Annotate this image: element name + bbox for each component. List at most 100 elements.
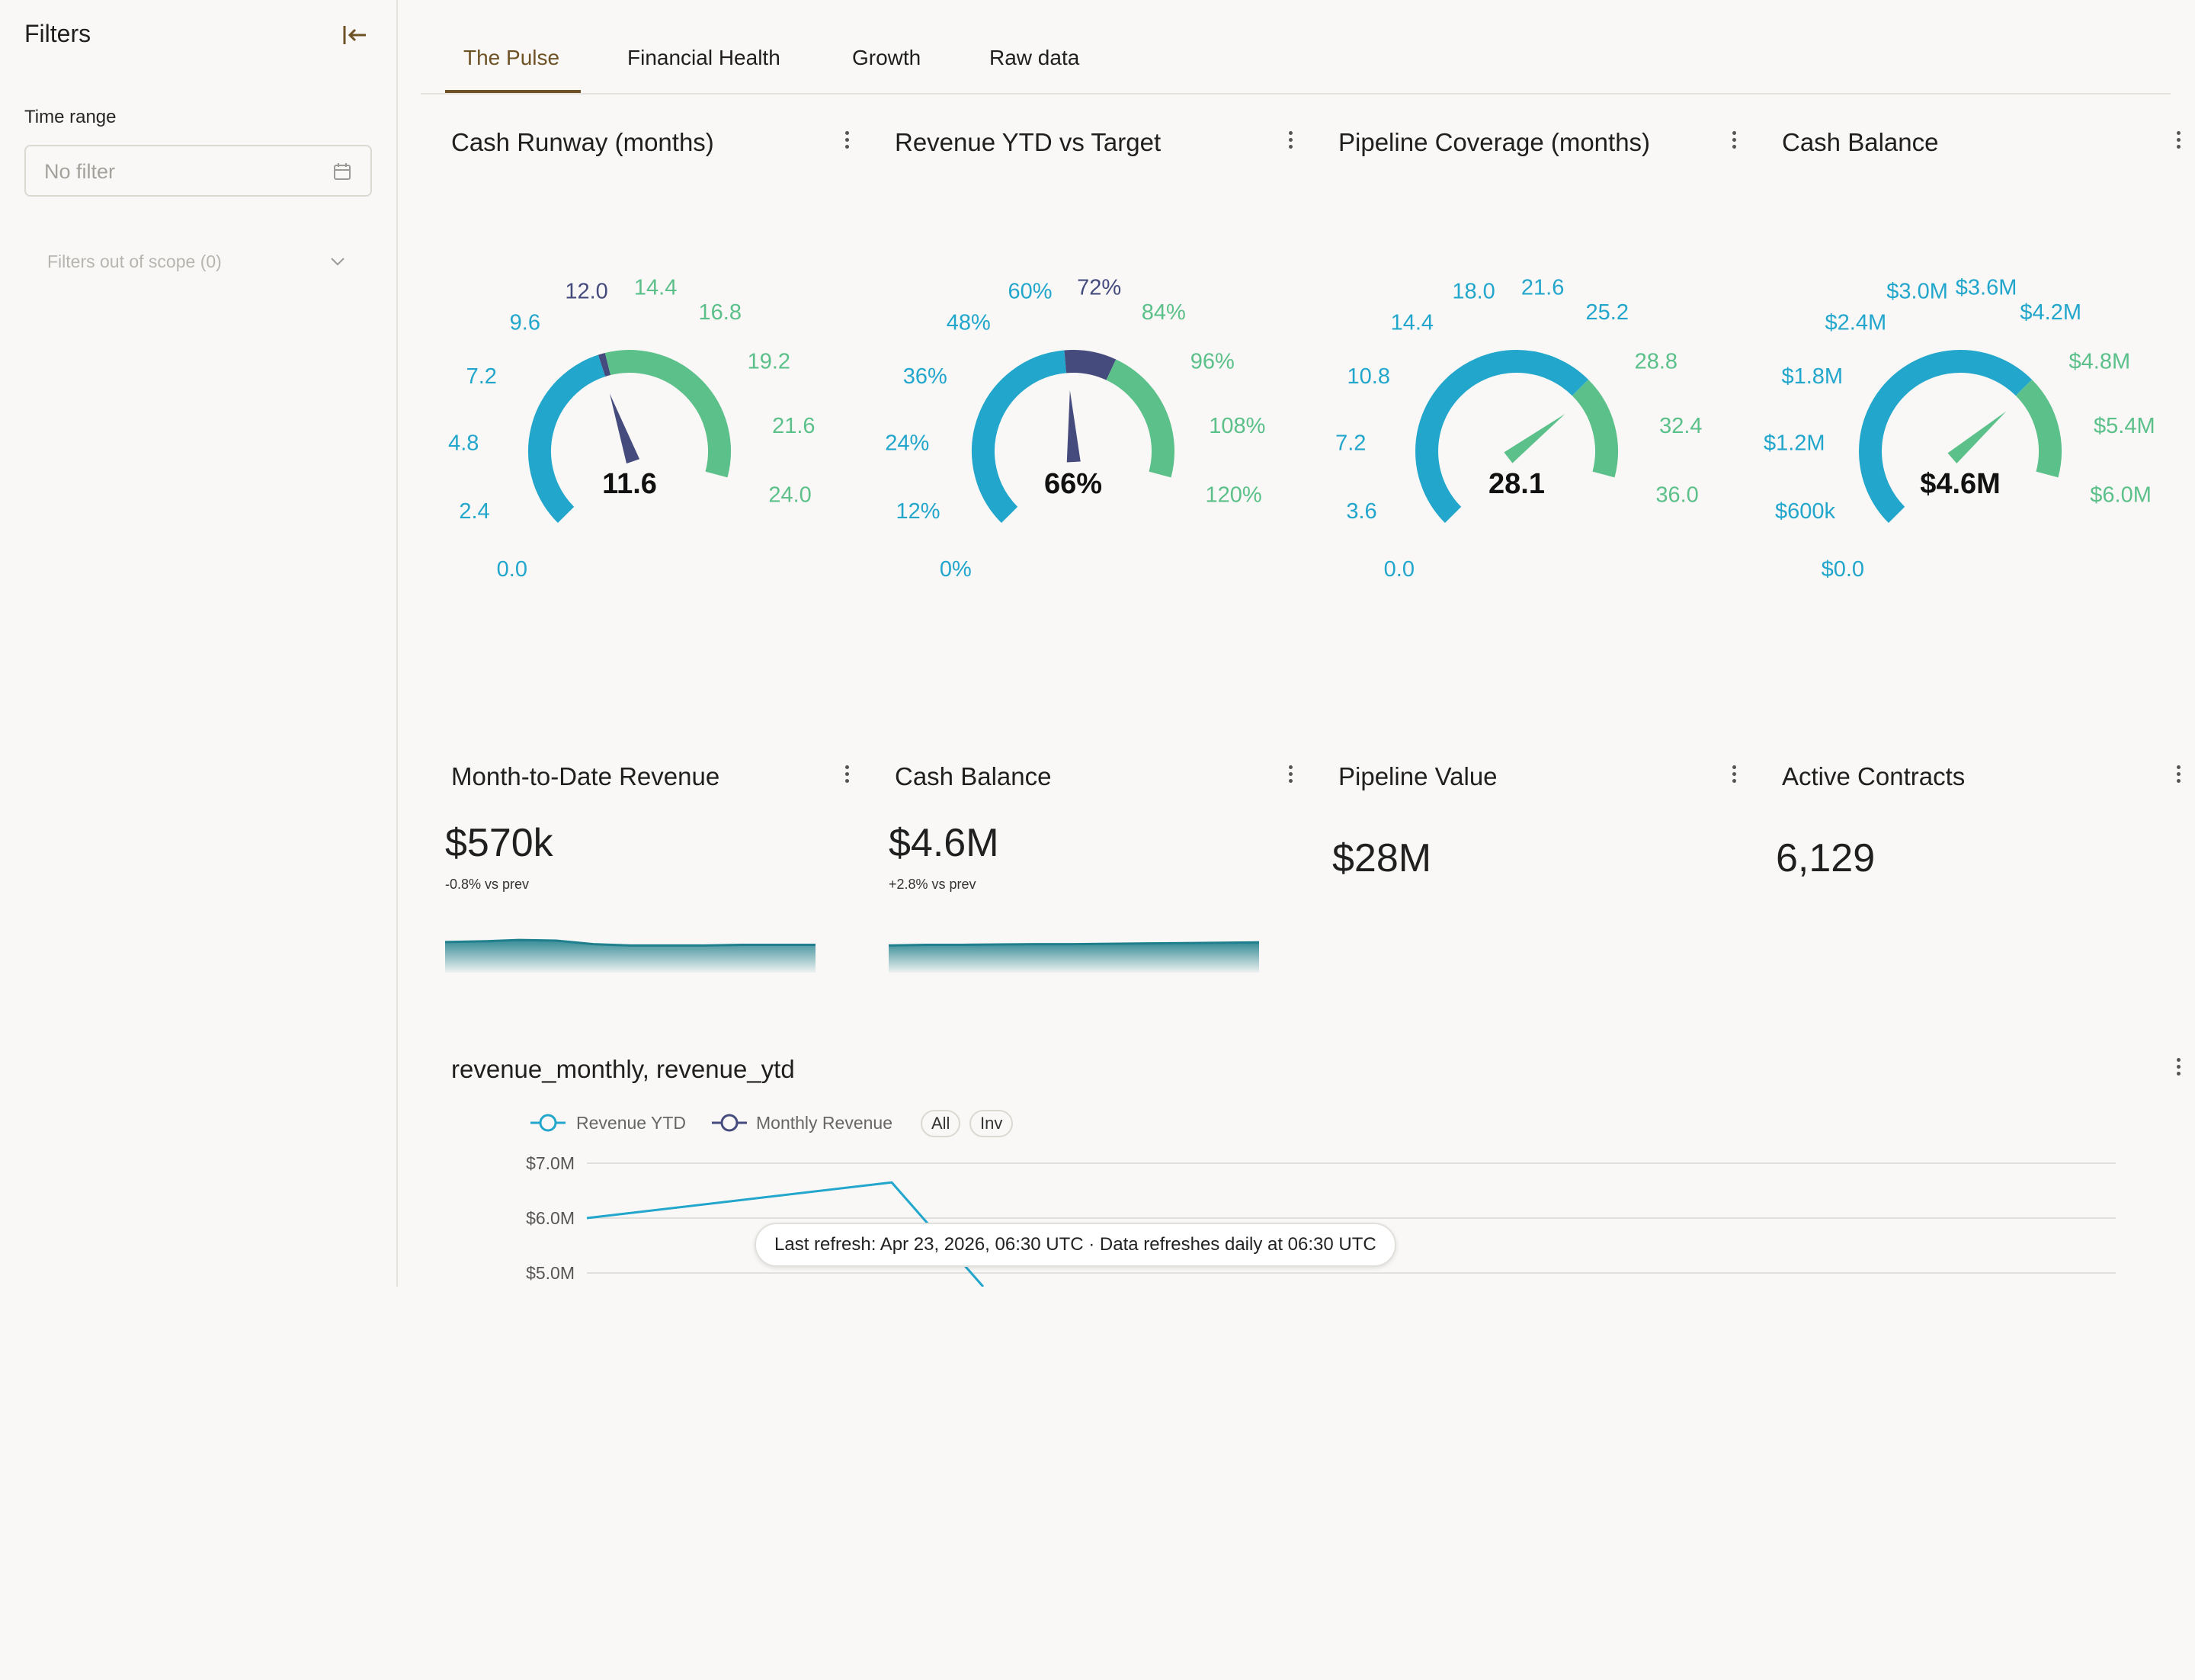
filters-title: Filters (24, 20, 91, 47)
gauge-tick-label: 48% (947, 311, 991, 335)
gauge-tick-label: 3.6 (1346, 499, 1376, 524)
gauge-band (1106, 359, 1174, 478)
legend-inv-button[interactable]: Inv (969, 1110, 1014, 1137)
sparkline-line (889, 941, 1259, 947)
card-menu-icon[interactable] (1283, 128, 1298, 159)
gauge-title-pipeline-coverage: Pipeline Coverage (months) (1338, 128, 1651, 156)
card-menu-icon[interactable] (839, 762, 854, 793)
time-range-placeholder: No filter (44, 160, 116, 183)
gauge-value: 28.1 (1488, 468, 1545, 500)
gauge-tick-label: 72% (1077, 276, 1121, 300)
gauge-tick-label: $1.2M (1764, 431, 1825, 456)
gauge-band (972, 350, 1067, 524)
tab-raw-data[interactable]: Raw data (989, 46, 1080, 69)
gauge-title-cash-runway: Cash Runway (months) (451, 128, 714, 156)
gauge-tick-label: 9.6 (510, 311, 540, 335)
gauge-tick-label: $1.8M (1781, 364, 1843, 389)
card-menu-icon[interactable] (839, 128, 854, 159)
legend-revenue-ytd[interactable]: Revenue YTD (576, 1113, 687, 1133)
calendar-icon (332, 162, 352, 181)
gauge-pipeline-coverage: 0.0 3.6 7.2 10.8 14.4 18.0 21.6 25.228.8 32.4 36.… (1335, 276, 1702, 582)
gauge-tick-label: 19.2 (748, 349, 790, 374)
card-menu-icon[interactable] (1726, 128, 1742, 159)
tab-financial-health[interactable]: Financial Health (627, 46, 780, 69)
gauge-tick-label: $0.0 (1822, 557, 1864, 582)
gauge-tick-label: 14.4 (1391, 311, 1434, 335)
gauge-tick-label: 36% (903, 364, 947, 389)
gauge-band (598, 352, 611, 377)
legend-monthly-revenue[interactable]: Monthly Revenue (756, 1113, 892, 1133)
gauge-tick-label: $4.8M (2069, 349, 2131, 374)
gauge-band (604, 350, 731, 478)
gauge-tick-label: 2.4 (459, 499, 489, 524)
sparkline-area (445, 940, 816, 973)
chevron-down-icon[interactable] (328, 252, 348, 271)
time-range-input[interactable]: No filter (24, 145, 372, 197)
gauge-band (2015, 379, 2062, 478)
gauge-tick-label: $2.4M (1825, 311, 1887, 335)
filters-sidebar: Filters Time range No filter Filters out… (0, 0, 398, 1287)
gauge-tick-label: $6.0M (2090, 483, 2152, 507)
sparkline-cash-balance (889, 941, 1259, 973)
gauge-tick-label: 25.2 (1586, 300, 1629, 325)
gauge-revenue-ytd: 0% 12% 24% 36% 48% 60% 72% 84%96% 108% 120% 66% (885, 276, 1265, 582)
gauge-tick-label: 7.2 (466, 364, 497, 389)
gauge-tick-label: 60% (1008, 279, 1053, 303)
gauge-tick-label: 96% (1190, 349, 1235, 374)
gauge-tick-label: 0.0 (1384, 557, 1415, 582)
active-tab-indicator (445, 90, 581, 93)
gauge-value: $4.6M (1920, 468, 2001, 500)
gauge-needle (1947, 411, 2007, 463)
gauge-value: 11.6 (602, 468, 657, 500)
kpi-delta-cash-balance: +2.8% vs prev (889, 877, 976, 892)
gauge-tick-label: 0% (940, 557, 972, 582)
gauge-tick-label: 0.0 (497, 557, 527, 582)
y-tick-label: $6.0M (526, 1208, 575, 1228)
gauge-title-cash-balance: Cash Balance (1782, 128, 1939, 156)
gauge-tick-label: $5.4M (2094, 414, 2155, 438)
tab-growth[interactable]: Growth (852, 46, 921, 69)
kpi-title-cash-balance: Cash Balance (895, 762, 1052, 790)
card-menu-icon[interactable] (2171, 128, 2186, 159)
gauge-tick-label: 18.0 (1452, 279, 1495, 303)
card-menu-icon[interactable] (1726, 762, 1742, 793)
kpi-value-active-contracts: 6,129 (1776, 836, 1876, 880)
gauge-tick-label: 12% (896, 499, 940, 524)
gauge-tick-label: $600k (1775, 499, 1836, 524)
gauge-tick-label: 108% (1209, 414, 1265, 438)
kpi-title-pipeline-value: Pipeline Value (1338, 762, 1498, 790)
card-menu-icon[interactable] (2171, 762, 2186, 793)
line-chart-title: revenue_monthly, revenue_ytd (451, 1055, 795, 1083)
gauge-tick-label: 36.0 (1655, 483, 1698, 507)
filters-out-of-scope[interactable]: Filters out of scope (0) (47, 252, 222, 271)
gauge-needle (1504, 414, 1565, 463)
sparkline-mtd-revenue (445, 938, 816, 973)
kpi-value-cash-balance: $4.6M (889, 821, 999, 865)
gauge-tick-label: $3.0M (1886, 279, 1948, 303)
gauge-tick-label: $4.2M (2020, 300, 2081, 325)
legend-revenue-ytd-icon[interactable] (529, 1111, 567, 1134)
card-menu-icon[interactable] (1283, 762, 1298, 793)
sparkline-line (445, 938, 816, 947)
legend-all-button[interactable]: All (921, 1110, 961, 1137)
gauge-needle (1066, 390, 1081, 463)
gauge-value: 66% (1044, 468, 1102, 500)
legend-monthly-revenue-icon[interactable] (710, 1111, 748, 1134)
kpi-value-mtd-revenue: $570k (445, 821, 553, 865)
card-menu-icon[interactable] (2171, 1055, 2186, 1085)
gauge-tick-label: 24.0 (768, 483, 811, 507)
gauge-band (1415, 350, 1589, 524)
tab-the-pulse[interactable]: The Pulse (463, 46, 560, 69)
collapse-sidebar-icon[interactable] (340, 20, 370, 50)
gauge-tick-label: $3.6M (1956, 276, 2017, 300)
gauge-needle (609, 393, 640, 464)
gauge-tick-label: 7.2 (1335, 431, 1366, 456)
kpi-value-pipeline-value: $28M (1332, 836, 1432, 880)
gauge-tick-label: 24% (885, 431, 929, 456)
gauge-band (1572, 379, 1618, 478)
gauge-tick-label: 16.8 (699, 300, 742, 325)
gauge-tick-label: 84% (1142, 300, 1186, 325)
gauge-title-revenue-ytd: Revenue YTD vs Target (895, 128, 1162, 156)
dashboard-tabs: The Pulse Financial Health Growth Raw da… (421, 0, 2171, 95)
gauge-tick-label: 21.6 (1521, 276, 1564, 300)
